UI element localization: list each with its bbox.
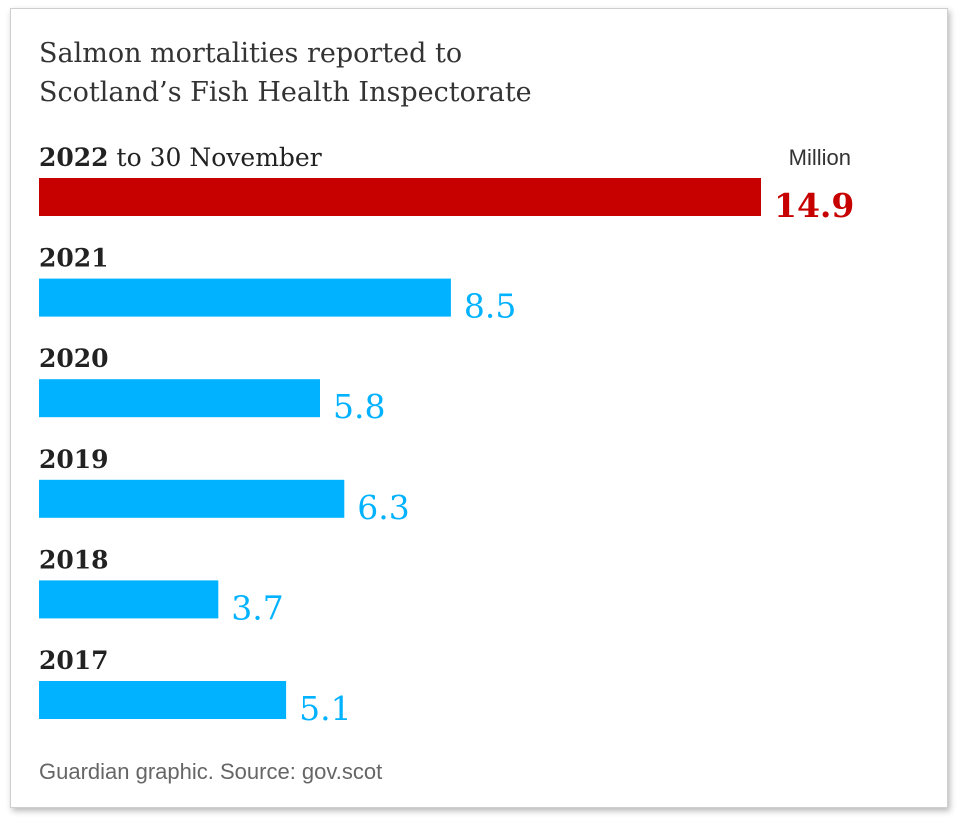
value-label-2018: 3.7	[231, 588, 283, 627]
bar-2018	[39, 580, 219, 619]
value-label-2019: 6.3	[357, 488, 409, 527]
bar-2020	[39, 379, 320, 418]
bars-group: 2022 to 30 November 14.9 2021 8.5 2020 5.8 201…	[39, 143, 854, 728]
category-year: 2021	[39, 244, 109, 273]
category-label-2021: 2021	[39, 244, 109, 273]
category-label-2020: 2020	[39, 344, 109, 373]
value-label-2017: 5.1	[299, 689, 351, 728]
category-year: 2017	[39, 646, 109, 675]
bar-chart: Salmon mortalities reported to Scotland’…	[39, 38, 854, 784]
category-year: 2019	[39, 445, 109, 474]
category-label-2022: 2022 to 30 November	[39, 143, 322, 172]
bar-2019	[39, 479, 345, 518]
value-label-2020: 5.8	[333, 387, 385, 426]
category-year: 2022	[39, 143, 109, 172]
category-label-2019: 2019	[39, 445, 109, 474]
chart-title-line-1: Salmon mortalities reported to	[39, 38, 462, 69]
chart-title-line-2: Scotland’s Fish Health Inspectorate	[39, 77, 532, 108]
category-year: 2020	[39, 344, 109, 373]
source-note: Guardian graphic. Source: gov.scot	[39, 759, 382, 784]
category-label-2018: 2018	[39, 545, 109, 574]
chart-card: Salmon mortalities reported to Scotland’…	[10, 8, 948, 808]
category-qualifier: to 30 November	[109, 143, 322, 172]
bar-2022	[39, 178, 761, 216]
unit-label: Million	[789, 145, 851, 170]
bar-2021	[39, 278, 451, 317]
category-year: 2018	[39, 545, 109, 574]
category-label-2017: 2017	[39, 646, 109, 675]
bar-2017	[39, 681, 287, 719]
value-label-2022: 14.9	[774, 186, 854, 225]
value-label-2021: 8.5	[464, 287, 516, 326]
